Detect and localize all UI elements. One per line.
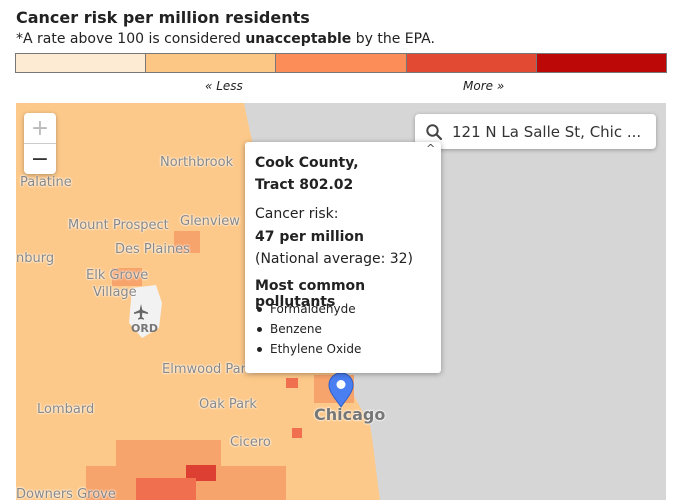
subtitle: *A rate above 100 is considered unaccept… <box>16 31 435 47</box>
legend-swatch-3 <box>276 54 407 72</box>
popup-tract: Tract 802.02 <box>255 177 354 193</box>
popup-risk-value: 47 per million <box>255 229 365 245</box>
marker-pin <box>328 372 354 408</box>
label-des-plaines: Des Plaines <box>115 242 190 257</box>
label-village: Village <box>93 285 137 300</box>
popup-national-average: (National average: 32) <box>255 251 414 267</box>
label-chicago: Chicago <box>314 405 386 424</box>
address-search[interactable]: 121 N La Salle St, Chic ... <box>415 114 656 149</box>
legend-swatch-2 <box>146 54 277 72</box>
tract-popup: ^ Cook County, Tract 802.02 Cancer risk:… <box>245 142 441 373</box>
label-elk-grove: Elk Grove <box>86 268 149 283</box>
tract-cicero-east <box>292 428 302 438</box>
zoom-in-button[interactable]: + <box>30 115 50 141</box>
tract-southwest-a <box>116 440 221 466</box>
label-downers-grove: Downers Grove <box>16 487 116 500</box>
airport-label: ORD <box>131 322 158 335</box>
search-icon[interactable] <box>425 123 443 141</box>
location-marker-icon[interactable] <box>327 372 355 408</box>
label-glenview: Glenview <box>180 214 240 229</box>
pollutant-list: Formaldehyde Benzene Ethylene Oxide <box>255 299 361 359</box>
legend-swatch-5 <box>536 54 667 72</box>
tract-southwest-c <box>136 478 196 500</box>
legend-swatch-1 <box>16 54 147 72</box>
tract-west-side <box>286 378 298 388</box>
label-mount-prospect: Mount Prospect <box>68 218 169 233</box>
pollutant-item: Formaldehyde <box>255 299 361 319</box>
label-burg: nburg <box>16 251 55 266</box>
zoom-out-button[interactable]: − <box>24 143 56 174</box>
popup-heading: Cook County, Tract 802.02 <box>255 152 359 196</box>
zoom-control: + − <box>24 113 56 174</box>
label-lombard: Lombard <box>37 402 95 417</box>
search-input[interactable]: 121 N La Salle St, Chic ... <box>452 122 642 141</box>
tract-hotspot <box>186 465 216 481</box>
pollutant-item: Benzene <box>255 319 361 339</box>
popup-county: Cook County, <box>255 155 359 171</box>
label-oak-park: Oak Park <box>199 397 257 412</box>
label-elmwood-park: Elmwood Park <box>162 362 254 377</box>
tract-des-plaines <box>174 231 200 253</box>
legend-less-label: « Less <box>205 79 243 93</box>
legend-color-bar <box>15 53 667 73</box>
subtitle-emphasis: unacceptable <box>245 31 352 47</box>
popup-pollutants-title: Most common pollutants <box>255 278 366 310</box>
label-northbrook: Northbrook <box>160 155 234 170</box>
tract-elk-grove <box>112 268 142 286</box>
popup-risk-label: Cancer risk: <box>255 206 339 222</box>
legend-more-label: More » <box>463 79 505 93</box>
page-title: Cancer risk per million residents <box>16 8 310 27</box>
land-area <box>16 103 380 500</box>
label-cicero: Cicero <box>230 435 271 450</box>
legend-swatch-4 <box>406 54 537 72</box>
pollutant-item: Ethylene Oxide <box>255 339 361 359</box>
airplane-icon <box>134 304 148 320</box>
popup-close-button[interactable]: ^ <box>426 142 436 155</box>
label-palatine: Palatine <box>20 175 72 190</box>
